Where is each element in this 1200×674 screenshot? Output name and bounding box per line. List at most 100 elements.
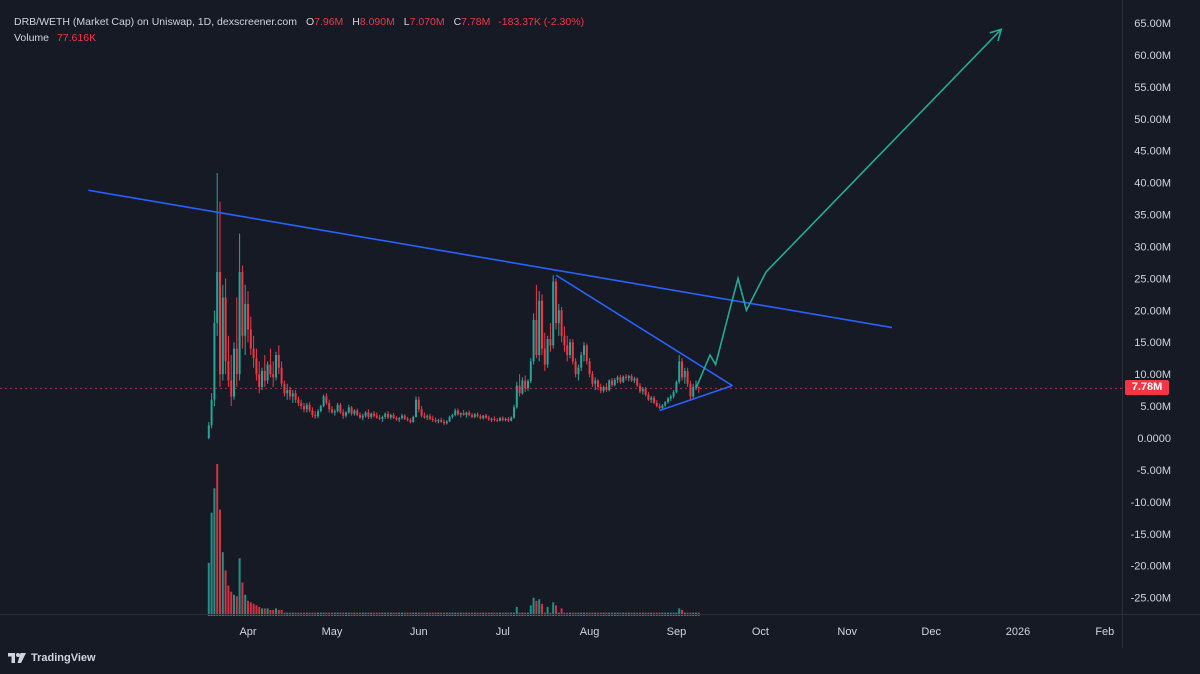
volume-bar [678, 608, 681, 616]
candle [305, 402, 308, 413]
candle [221, 284, 224, 381]
candle [311, 407, 314, 418]
y-tick-label: -20.00M [1131, 561, 1171, 573]
y-tick-label: -5.00M [1137, 465, 1171, 477]
volume-bar [681, 609, 683, 616]
volume-bar [227, 585, 230, 616]
candle [518, 374, 521, 397]
candle [314, 411, 317, 419]
volume-bar [269, 609, 272, 616]
candle [361, 413, 364, 421]
open-label: O [305, 16, 315, 28]
candle [465, 411, 468, 418]
candle [683, 367, 686, 384]
candle [571, 339, 574, 365]
volume-bar [546, 606, 549, 616]
candle [381, 415, 384, 423]
candle [689, 380, 692, 401]
candle [269, 348, 272, 378]
trendline-triangle-upper[interactable] [555, 274, 733, 387]
trendline-triangle-lower[interactable] [659, 384, 733, 412]
volume-bar [210, 512, 213, 616]
volume-row: Volume 77.616K [14, 30, 584, 46]
price-axis[interactable]: 65.00M 60.00M 55.00M 50.00M 45.00M 40.00M 35.0… [1122, 0, 1172, 648]
candle [409, 418, 412, 424]
volume-bar [266, 608, 269, 616]
volume-bar [261, 608, 263, 616]
candle [249, 316, 252, 355]
candle [322, 394, 325, 408]
y-tick-label: 45.00M [1134, 146, 1171, 158]
volume-bar [255, 605, 258, 616]
candle [403, 414, 406, 421]
candle [342, 409, 345, 419]
candle [367, 409, 370, 419]
candle [457, 408, 459, 416]
candle [443, 419, 445, 426]
projection-path[interactable] [695, 28, 1002, 389]
candle [616, 375, 619, 384]
trendline-descending-resistance[interactable] [88, 189, 893, 329]
candle [387, 411, 389, 419]
candle [510, 416, 513, 422]
brand-name: TradingView [31, 652, 96, 664]
candle [445, 420, 448, 425]
projection-arrow[interactable] [695, 28, 1003, 389]
low-value: 7.070M [409, 16, 445, 28]
candle [353, 409, 356, 416]
candle [389, 413, 392, 420]
candle [541, 294, 543, 355]
volume-label[interactable]: Volume [14, 32, 50, 44]
candle [291, 390, 294, 403]
candle [207, 422, 210, 440]
x-tick-label: Oct [752, 626, 769, 638]
y-tick-label: 20.00M [1134, 305, 1171, 317]
candle [672, 390, 675, 399]
candle [238, 233, 241, 381]
candle [359, 412, 361, 419]
y-tick-label: 10.00M [1134, 369, 1171, 381]
candle [277, 345, 280, 375]
y-tick-label: 0.0000 [1137, 433, 1171, 445]
x-tick-label: Jun [410, 626, 428, 638]
candle [627, 374, 630, 382]
volume-bar [275, 608, 277, 616]
candle [678, 354, 681, 384]
candle [622, 375, 625, 384]
candle [434, 417, 437, 423]
tradingview-logo[interactable]: TradingView [8, 652, 96, 664]
candle [692, 383, 695, 399]
candle [317, 409, 319, 419]
y-tick-label: 65.00M [1134, 18, 1171, 30]
candle [263, 354, 266, 387]
volume-bar [263, 608, 266, 616]
candle [331, 406, 333, 414]
y-tick-label: 25.00M [1134, 273, 1171, 285]
candle [569, 339, 571, 359]
candle [289, 386, 291, 400]
y-tick-label: 5.00M [1140, 401, 1171, 413]
candle [395, 416, 398, 421]
candle [574, 358, 577, 378]
candle [255, 348, 258, 381]
x-tick-label: Aug [580, 626, 600, 638]
trendlines[interactable] [88, 189, 893, 412]
candle [588, 358, 591, 378]
candle [538, 291, 541, 362]
low-label: L [403, 16, 410, 28]
candle [437, 418, 440, 424]
tradingview-icon [8, 653, 26, 663]
last-price-badge: 7.78M [1125, 380, 1169, 395]
y-tick-label: -10.00M [1131, 497, 1171, 509]
candle [633, 376, 636, 384]
candle [468, 410, 471, 417]
time-axis[interactable]: Apr May Jun Jul Aug Sep Oct Nov Dec 2026 Feb [0, 614, 1200, 639]
x-tick-label: Feb [1095, 626, 1114, 638]
candle [619, 374, 622, 384]
candle [213, 310, 216, 407]
symbol-title[interactable]: DRB/WETH (Market Cap) on Uniswap, 1D, de… [14, 16, 298, 28]
x-tick-label: Apr [239, 626, 256, 638]
volume-bar [219, 509, 221, 616]
candle [378, 415, 381, 421]
